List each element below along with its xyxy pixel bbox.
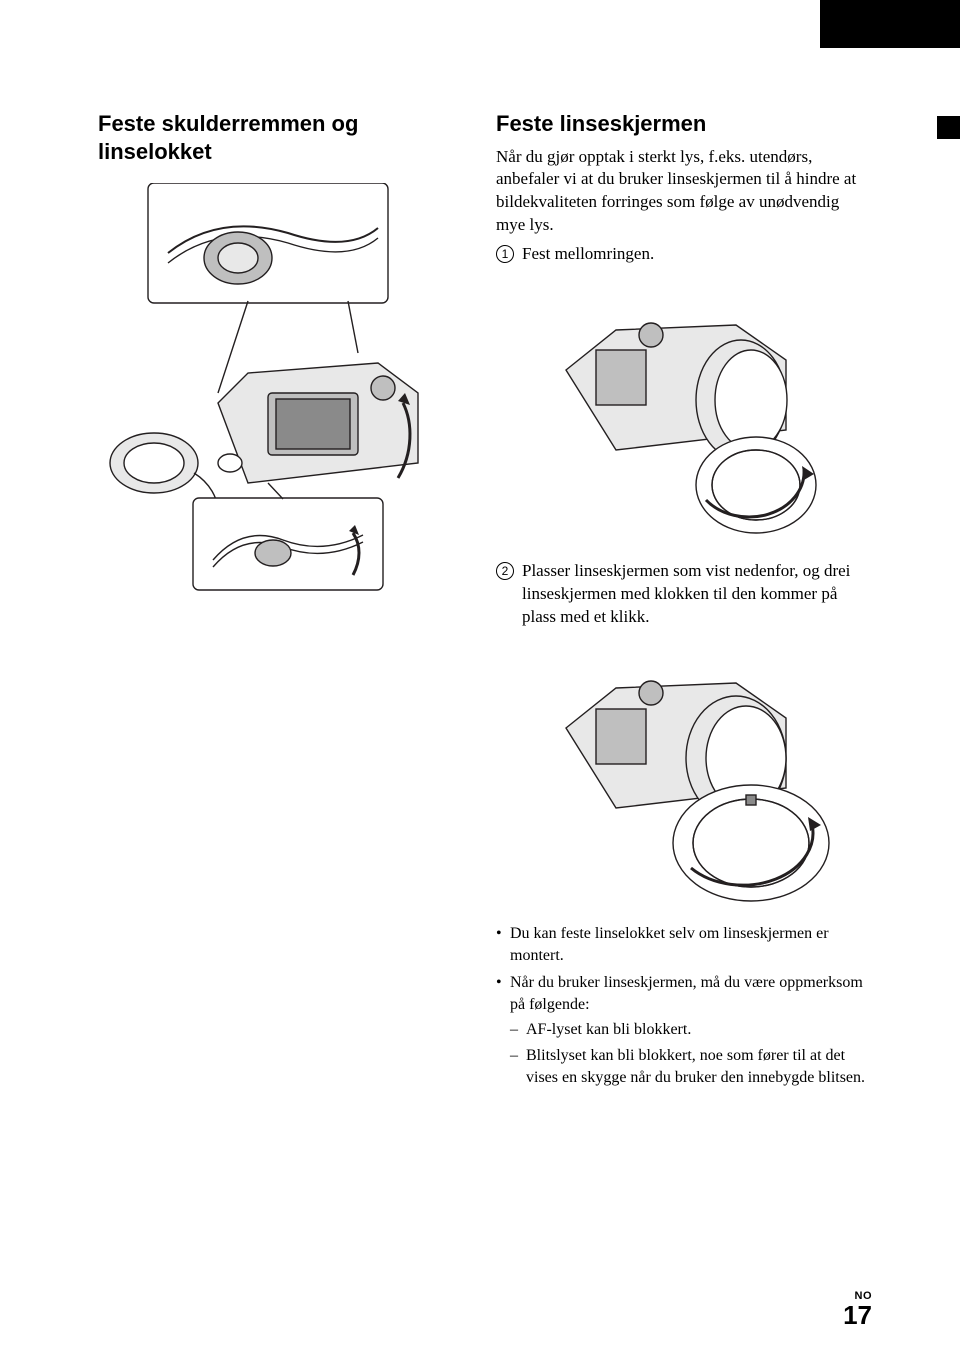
right-intro: Når du gjør opptak i sterkt lys, f.eks. … [496, 146, 866, 238]
left-heading: Feste skulderremmen og linselokket [98, 110, 468, 165]
note-1: Du kan feste linselokket selv om linsesk… [496, 923, 866, 966]
note-2-sublist: AF-lyset kan bli blokkert. Blitslyset ka… [510, 1019, 866, 1088]
step-1-number-icon: 1 [496, 245, 514, 263]
step-2: 2 Plasser linseskjermen som vist nedenfo… [496, 560, 866, 629]
note-2-sub-2: Blitslyset kan bli blokkert, noe som før… [510, 1045, 866, 1088]
side-tab-marker [937, 116, 960, 139]
right-heading: Feste linseskjermen [496, 110, 866, 138]
step-2-text: Plasser linseskjermen som vist nedenfor,… [522, 560, 866, 629]
illustration-lens-hood [536, 643, 836, 903]
left-column: Feste skulderremmen og linselokket [98, 110, 468, 1094]
corner-tab [820, 0, 960, 48]
page-number: 17 [843, 1302, 872, 1328]
right-column: Feste linseskjermen Når du gjør opptak i… [496, 110, 866, 1094]
note-2: Når du bruker linseskjermen, må du være … [496, 972, 866, 1088]
step-2-number-icon: 2 [496, 562, 514, 580]
note-2-sub-1: AF-lyset kan bli blokkert. [510, 1019, 866, 1041]
step-1: 1 Fest mellomringen. [496, 243, 866, 266]
illustration-adapter-ring [536, 280, 836, 540]
note-2-lead: Når du bruker linseskjermen, må du være … [510, 974, 863, 1013]
step-1-text: Fest mellomringen. [522, 243, 654, 266]
page-content: Feste skulderremmen og linselokket [98, 110, 868, 1094]
side-tab: Bruke kameraet [928, 112, 960, 262]
page-footer: NO 17 [843, 1290, 872, 1328]
notes-list: Du kan feste linselokket selv om linsesk… [496, 923, 866, 1088]
illustration-strap [98, 183, 468, 593]
